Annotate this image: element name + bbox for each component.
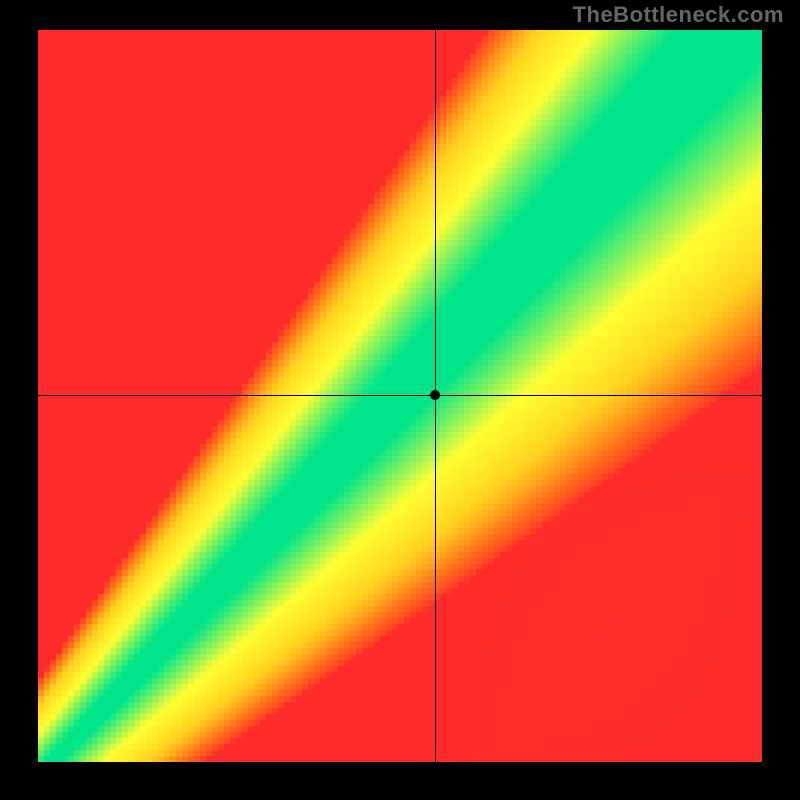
heatmap-panel	[38, 30, 762, 762]
watermark-text: TheBottleneck.com	[573, 2, 784, 28]
chart-outer: TheBottleneck.com	[0, 0, 800, 800]
crosshair-horizontal	[38, 395, 762, 396]
query-marker	[430, 390, 440, 400]
